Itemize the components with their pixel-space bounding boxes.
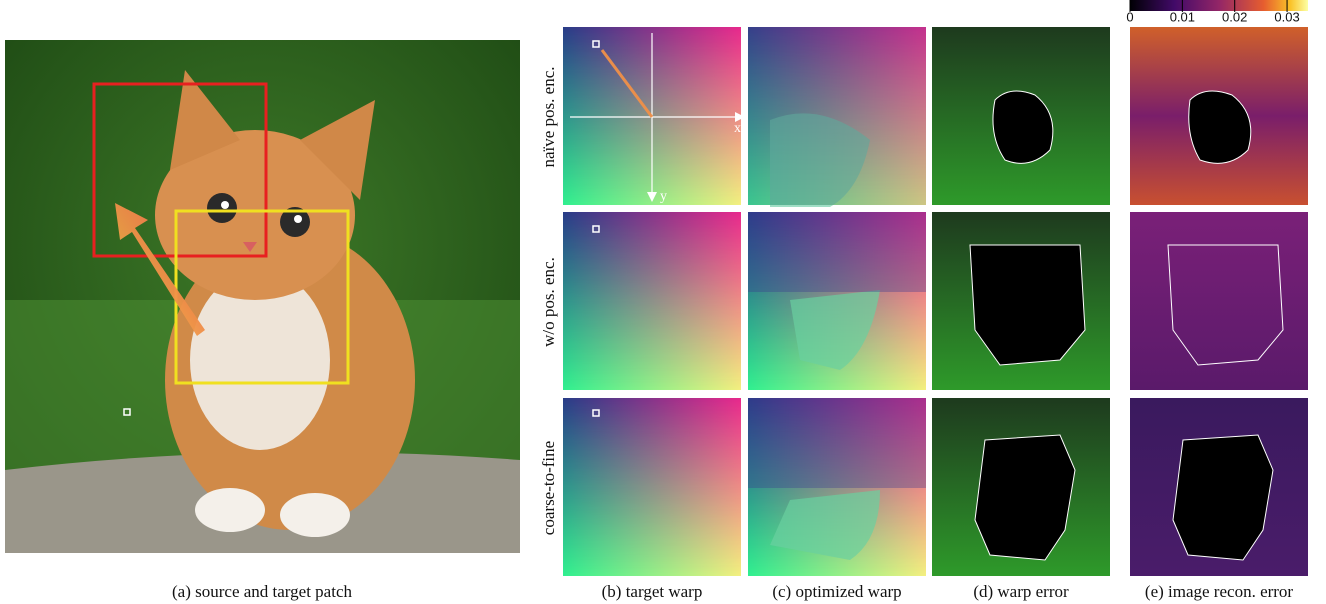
axes-overlay <box>570 33 735 198</box>
optimized-warp <box>748 212 926 390</box>
colorbar-tick-label: 0 <box>1126 9 1133 24</box>
row-label: w/o pos. enc. <box>539 257 558 347</box>
optimized-warp <box>748 27 926 207</box>
source-image <box>5 40 520 553</box>
colorbar-tick-label: 0.03 <box>1274 9 1299 24</box>
recon-error <box>1130 27 1308 205</box>
colorbar-tick-label: 0.01 <box>1170 9 1195 24</box>
axis-label-x: x <box>734 121 741 136</box>
row-label: naïve pos. enc. <box>539 66 558 167</box>
caption: (e) image recon. error <box>1145 582 1294 601</box>
caption: (b) target warp <box>602 582 703 601</box>
caption: (d) warp error <box>973 582 1069 601</box>
target-warp <box>563 212 741 390</box>
axis-label-y: y <box>660 189 667 204</box>
warp-error <box>932 27 1110 205</box>
row-label: coarse-to-fine <box>539 441 558 535</box>
recon-error <box>1130 398 1308 576</box>
colorbar-gradient <box>1130 0 1308 11</box>
panel-grid: x y <box>563 27 1308 576</box>
optimized-warp <box>748 398 926 576</box>
warp-error <box>932 212 1110 390</box>
recon-error <box>1130 212 1308 390</box>
colorbar: 0 0.01 0.02 0.03 <box>1126 0 1308 24</box>
caption: (a) source and target patch <box>172 582 352 601</box>
colorbar-tick-label: 0.02 <box>1222 9 1247 24</box>
caption: (c) optimized warp <box>772 582 901 601</box>
target-warp <box>563 398 741 576</box>
warp-error <box>932 398 1110 576</box>
